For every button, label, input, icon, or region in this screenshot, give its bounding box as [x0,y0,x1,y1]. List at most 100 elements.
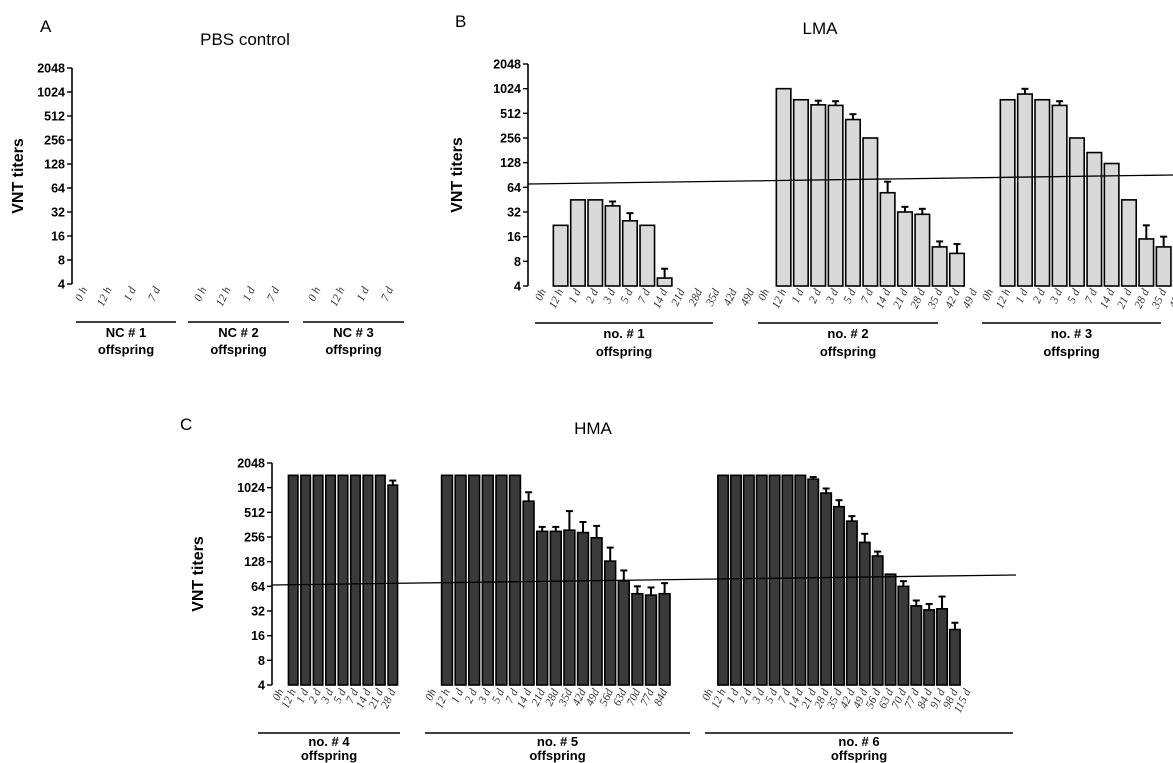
chart-title: PBS control [200,30,290,49]
x-tick-label: 12 h [95,285,114,309]
x-tick-label: 3 d [601,287,618,306]
x-tick-label: 35d [704,287,723,309]
bar [1016,93,1033,287]
x-tick-label: 0h [980,287,996,303]
x-tick-label: 1 d [567,287,584,305]
y-tick-label: 1024 [237,481,265,495]
y-tick-label: 256 [44,134,65,148]
bar [948,628,961,686]
panel-letter: A [40,17,52,36]
x-tick-label: 3 d [319,687,336,706]
threshold-line [271,574,1017,586]
x-tick-label: 35 d [1150,287,1170,311]
bar-group-2: 0 h 12 h 1 d 7 d NC # 2 offspring [188,285,289,357]
group-sublabel: offspring [325,342,381,357]
x-tick-label: 21d [670,287,688,308]
x-tick-label: 0h [271,687,287,703]
bar [794,474,807,686]
bar [755,474,768,686]
y-tick-label: 512 [500,107,521,121]
y-tick-label: 8 [258,654,265,668]
bar [312,474,324,686]
x-tick-label: 14 d [874,287,893,311]
x-tick-label: 1 d [294,687,311,705]
bar [563,529,576,686]
group-label: no. # 3 [1051,326,1092,341]
bar [775,87,792,287]
bar [621,219,639,287]
x-tick-label: 5 d [763,687,780,705]
bar [1138,238,1155,287]
chart-title: HMA [574,419,612,438]
x-tick-label: 7 d [776,687,793,705]
y-tick-label: 1024 [37,86,65,100]
x-tick-label: 1 d [122,285,139,303]
bar [810,104,827,287]
y-axis-label: VNT titers [449,137,466,213]
group-sublabel: offspring [1043,344,1099,359]
bar [362,474,374,686]
y-tick-label: 16 [507,230,521,244]
x-tick-label: 7 d [379,285,396,303]
x-tick-label: 49d [739,287,757,308]
bar [576,531,590,686]
x-tick-label: 12 h [770,287,789,311]
bar [324,474,337,686]
bar [1103,162,1120,287]
y-tick-label: 2048 [237,457,265,471]
bar [374,474,386,686]
bar [792,98,809,287]
x-tick-label: 2 d [307,687,324,705]
x-tick-label: 12 h [994,287,1013,311]
x-tick-label: 5 d [332,687,349,705]
bar [914,213,931,287]
x-tick-label: 5 d [1066,287,1083,305]
bar [931,246,948,287]
x-tick-label: 0h [756,287,772,303]
bar [948,252,966,287]
y-tick-label: 128 [500,156,521,170]
bar [1051,104,1068,287]
group-label: NC # 2 [218,325,258,340]
x-tick-label: 14 d [1098,287,1117,311]
x-tick-label: 84d [652,687,670,708]
y-tick-label: 4 [58,278,65,292]
x-tick-label: 5 d [490,687,507,705]
y-tick-label: 8 [514,255,521,269]
bar [617,579,631,686]
bar [467,474,481,686]
x-tick-label: 1 d [355,285,372,303]
y-tick-label: 16 [251,629,265,643]
group-sublabel: offspring [831,748,887,763]
bar [549,530,563,686]
y-tick-label: 32 [51,206,65,220]
bar [590,537,603,686]
x-tick-label: 42 d [1167,287,1173,311]
x-tick-label: 2 d [738,687,755,705]
bar [742,474,755,686]
x-tick-label: 1 d [1014,287,1031,305]
x-tick-label: 3 d [750,687,767,706]
x-tick-label: 2 d [1031,287,1048,305]
bar [454,474,467,686]
bar [897,585,910,686]
x-tick-label: 35 d [926,287,946,311]
group-label: NC # 3 [333,325,373,340]
y-tick-label: 512 [44,110,65,124]
x-tick-label: 2 d [807,287,824,305]
x-tick-label: 28 d [909,287,928,311]
bar [349,474,362,686]
bar [1120,199,1138,287]
bar [844,118,862,287]
bar [1086,151,1103,287]
panel-a: A PBS control VNT titers 4 8 16 32 64 128 256 512 1… [10,17,404,357]
x-tick-label: 3 d [476,687,493,706]
x-tick-label: 42 d [943,287,962,311]
group-sublabel: offspring [210,342,266,357]
x-tick-label: 5 d [842,287,859,305]
bar [522,500,535,686]
